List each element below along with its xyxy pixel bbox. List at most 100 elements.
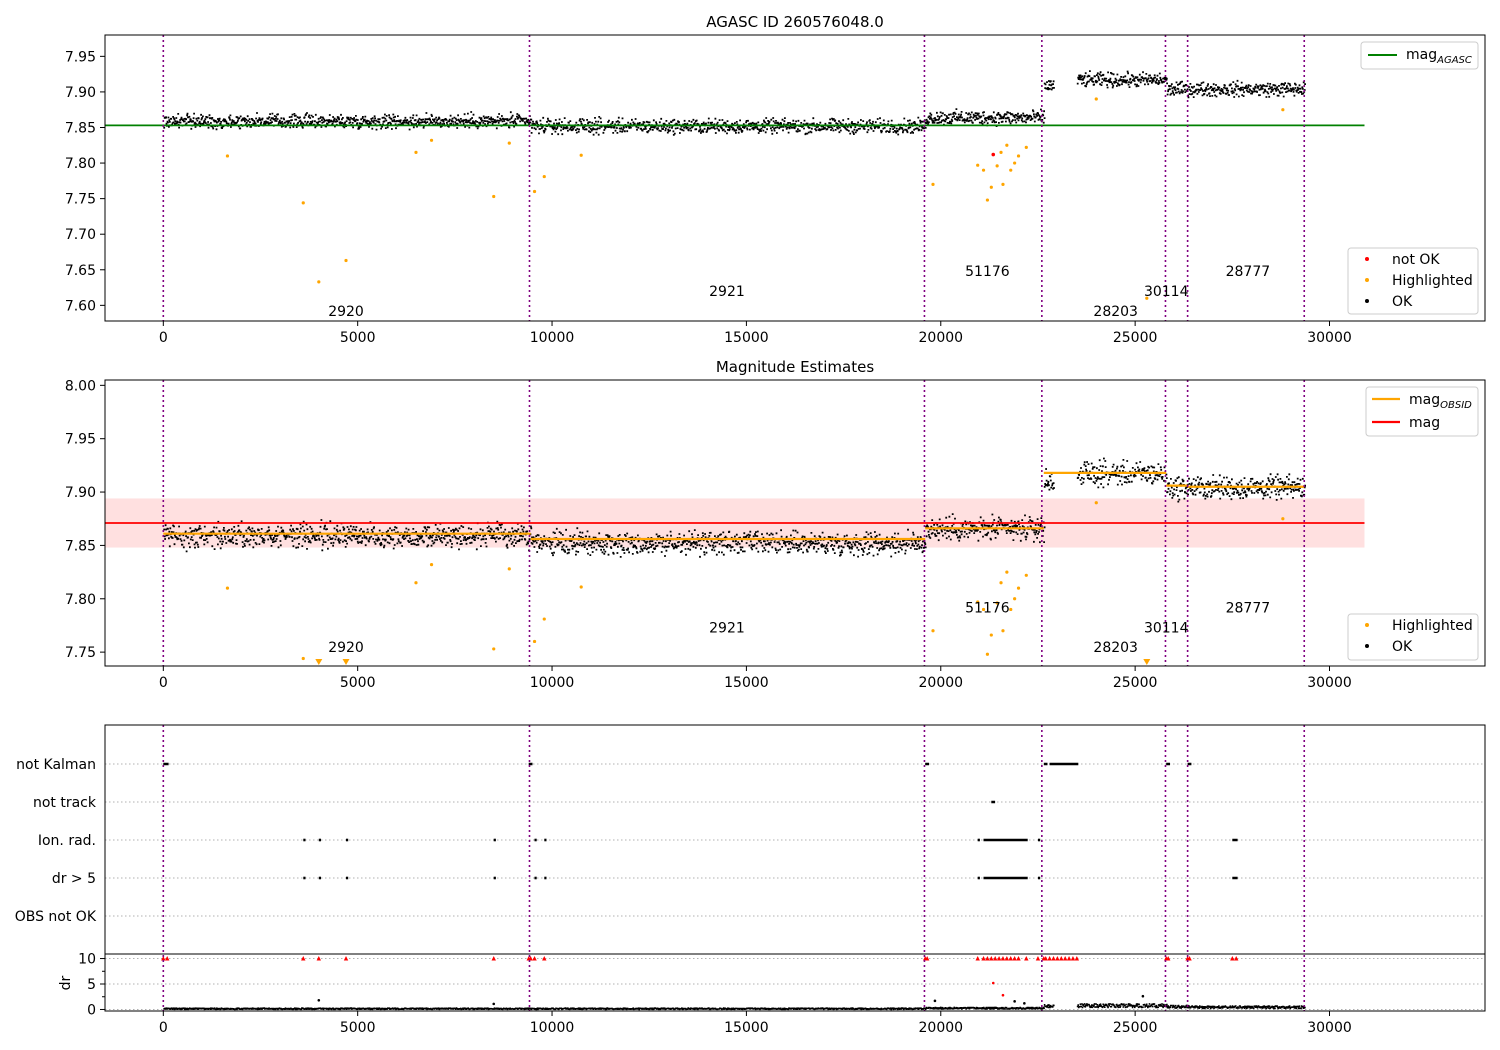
flag-mark-2-2 [346, 838, 349, 842]
y-tick-label-1: 7.80 [65, 592, 96, 608]
flag-mark-0-5 [1166, 762, 1170, 766]
legend-top-label-1-main: mag [1409, 415, 1440, 431]
flag-mark-2-1 [318, 838, 321, 842]
dr-upper-marker-19 [1004, 956, 1010, 961]
x-tick-label-2: 10000 [530, 330, 575, 346]
highlighted-point-15 [989, 185, 993, 189]
highlighted-point-12 [985, 652, 990, 656]
x-tick-label-1: 5000 [340, 330, 376, 346]
x-tick-label-0: 0 [159, 330, 168, 346]
flag-mark-0-1 [528, 762, 533, 766]
y-tick-label-0: 7.60 [65, 298, 96, 314]
obsid-label-3: 28203 [1093, 640, 1138, 656]
dr-tick-label-2: 10 [78, 952, 96, 968]
flag-mark-1-0 [991, 800, 996, 804]
flag-row-label-1: not track [33, 795, 97, 811]
flag-mark-2-7 [983, 838, 1028, 842]
dr-upper-marker-30 [1059, 956, 1064, 961]
dr-outlier-3 [991, 981, 995, 985]
dr-upper-marker-27 [1047, 956, 1052, 961]
highlighted-point-12 [976, 163, 980, 167]
flag-mark-2-3 [493, 838, 496, 842]
panel-agasc-legend-bottom: not OK Highlighted OK [1347, 247, 1479, 315]
dr-outlier-6 [1023, 1002, 1026, 1005]
dr-outlier-5 [1013, 1000, 1016, 1003]
dr-tick-label-1: 5 [87, 977, 96, 993]
y-tick-label-6: 7.90 [65, 85, 96, 101]
obsid-label-2: 51176 [965, 264, 1010, 280]
legend-bottom-label-0: Highlighted [1392, 618, 1473, 634]
legend-top-label-0-main: mag [1409, 392, 1440, 408]
highlighted-point-4 [492, 647, 496, 651]
flag-mark-3-9 [1232, 876, 1238, 880]
highlighted-point-2 [414, 581, 418, 585]
lower-limit-marker-1 [342, 659, 350, 665]
highlighted-point-8 [532, 189, 537, 194]
panel-flags-data [105, 725, 1485, 1011]
dr-upper-marker-20 [1008, 956, 1013, 961]
x-tick-label-1: 5000 [340, 675, 376, 691]
lower-limit-marker-0 [315, 659, 323, 665]
panel-flags: not Kalman not track Ion. rad. dr > 5 OBS no… [15, 724, 1486, 1036]
dr-points-2 [925, 1006, 1045, 1010]
legend-bottom-marker-0 [1365, 257, 1369, 261]
dr-upper-marker-31 [1062, 956, 1068, 961]
y-tick-label-3: 7.75 [65, 192, 96, 208]
y-tick-label-7: 7.95 [65, 49, 96, 65]
lower-limit-marker-2 [1143, 659, 1151, 665]
highlighted-point-15 [999, 581, 1003, 585]
panel-magnitude-estimates: Magnitude Estimates 0 5000 10000 15000 20000… [65, 358, 1486, 691]
obsid-label-3: 28203 [1093, 304, 1138, 320]
dr-upper-marker-1 [164, 956, 170, 961]
panel-agasc-data [105, 35, 1365, 321]
ok-points-2 [925, 108, 1046, 127]
flag-mark-0-4 [1049, 762, 1079, 766]
highlighted-point-26 [1281, 108, 1285, 112]
x-tick-label-6: 30000 [1307, 330, 1352, 346]
flag-mark-3-7 [983, 876, 1028, 880]
x-tick-label-2: 10000 [530, 1020, 575, 1036]
flag-row-label-0: not Kalman [16, 757, 96, 773]
dr-upper-marker-40 [1234, 956, 1239, 961]
panel-agasc-legend-top: magAGASC [1360, 41, 1479, 70]
x-tick-label-4: 20000 [919, 1020, 964, 1036]
x-tick-label-0: 0 [159, 1020, 168, 1036]
x-tick-label-5: 25000 [1113, 330, 1158, 346]
x-tick-label-3: 15000 [724, 675, 769, 691]
highlighted-point-6 [492, 194, 496, 199]
dr-points-5 [1166, 1004, 1190, 1009]
obsid-label-0: 2920 [328, 304, 364, 320]
ok-points-3 [1043, 468, 1055, 491]
x-tick-label-2: 10000 [530, 675, 575, 691]
legend-bottom-marker-2 [1365, 299, 1369, 303]
highlighted-point-19 [1013, 597, 1017, 601]
dr-points-1 [530, 1007, 927, 1011]
flag-mark-3-3 [493, 876, 496, 880]
panel-magnitude-data [105, 380, 1365, 666]
flag-mark-3-6 [977, 876, 980, 880]
dr-points-4 [1076, 1003, 1168, 1009]
dr-points-3 [1043, 1004, 1055, 1009]
highlighted-point-6 [532, 639, 537, 644]
dr-outlier-7 [1141, 994, 1145, 998]
ok-points-6 [1187, 473, 1306, 501]
highlighted-point-7 [507, 141, 511, 145]
panel-flags-axes: not Kalman not track Ion. rad. dr > 5 OBS no… [15, 724, 1486, 1036]
y-tick-label-3: 7.90 [65, 485, 96, 501]
flag-row-label-2: Ion. rad. [38, 833, 96, 849]
dr-upper-marker-9 [542, 956, 547, 961]
highlighted-point-2 [317, 280, 321, 284]
dr-tick-label-0: 0 [87, 1002, 96, 1018]
dr-points-6 [1187, 1005, 1306, 1010]
legend-mag-agasc-label: magAGASC [1406, 47, 1472, 66]
highlighted-point-14 [985, 198, 990, 202]
axes-frame [104, 379, 1486, 667]
obsid-label-4: 30114 [1144, 284, 1189, 300]
legend-bottom-label-1: Highlighted [1392, 273, 1473, 289]
legend-top-box [1360, 41, 1479, 70]
highlighted-point-5 [429, 138, 434, 142]
dr-outlier-2 [933, 999, 937, 1003]
ok-points-4 [1076, 70, 1168, 89]
flag-mark-2-6 [977, 838, 980, 842]
dr-upper-marker-34 [1074, 956, 1080, 961]
